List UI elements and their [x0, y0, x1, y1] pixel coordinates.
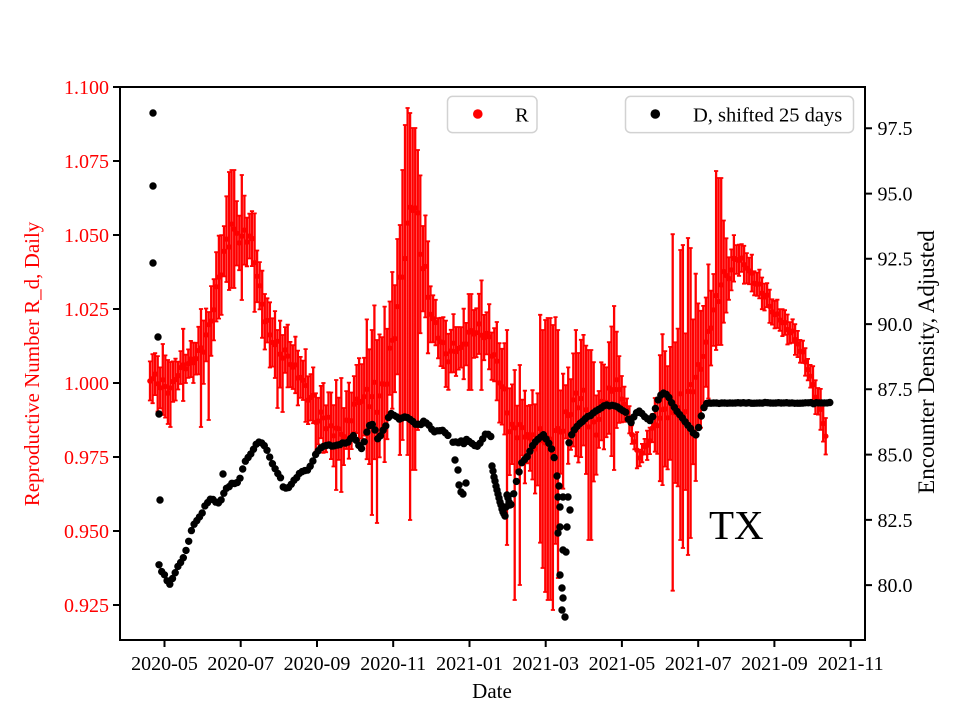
svg-text:1.050: 1.050	[64, 225, 109, 247]
svg-text:82.5: 82.5	[878, 510, 913, 532]
svg-text:1.075: 1.075	[64, 151, 109, 173]
svg-text:2021-05: 2021-05	[589, 653, 656, 675]
svg-text:2020-07: 2020-07	[207, 653, 274, 675]
svg-text:1.025: 1.025	[64, 299, 109, 321]
svg-text:2020-11: 2020-11	[360, 653, 426, 675]
svg-text:90.0: 90.0	[878, 314, 913, 336]
svg-text:0.950: 0.950	[64, 521, 109, 543]
svg-text:Date: Date	[472, 679, 512, 703]
svg-text:2020-09: 2020-09	[284, 653, 351, 675]
svg-text:Reproductive Number R_d, Daily: Reproductive Number R_d, Daily	[20, 221, 44, 506]
svg-text:D, shifted 25 days: D, shifted 25 days	[693, 105, 842, 127]
svg-text:2021-11: 2021-11	[818, 653, 884, 675]
svg-text:1.100: 1.100	[64, 77, 109, 99]
svg-text:85.0: 85.0	[878, 445, 913, 467]
svg-text:2021-09: 2021-09	[741, 653, 808, 675]
svg-text:92.5: 92.5	[878, 249, 913, 271]
svg-text:2021-03: 2021-03	[512, 653, 579, 675]
svg-text:1.000: 1.000	[64, 373, 109, 395]
svg-text:0.925: 0.925	[64, 595, 109, 617]
svg-text:0.975: 0.975	[64, 447, 109, 469]
svg-text:2021-01: 2021-01	[436, 653, 503, 675]
svg-text:R: R	[515, 105, 529, 127]
svg-text:Encounter Density, Adjusted: Encounter Density, Adjusted	[914, 230, 939, 494]
svg-text:97.5: 97.5	[878, 118, 913, 140]
svg-text:95.0: 95.0	[878, 184, 913, 206]
svg-text:2020-05: 2020-05	[131, 653, 198, 675]
svg-text:2021-07: 2021-07	[665, 653, 732, 675]
svg-text:80.0: 80.0	[878, 575, 913, 597]
svg-text:87.5: 87.5	[878, 379, 913, 401]
svg-text:TX: TX	[709, 502, 764, 548]
